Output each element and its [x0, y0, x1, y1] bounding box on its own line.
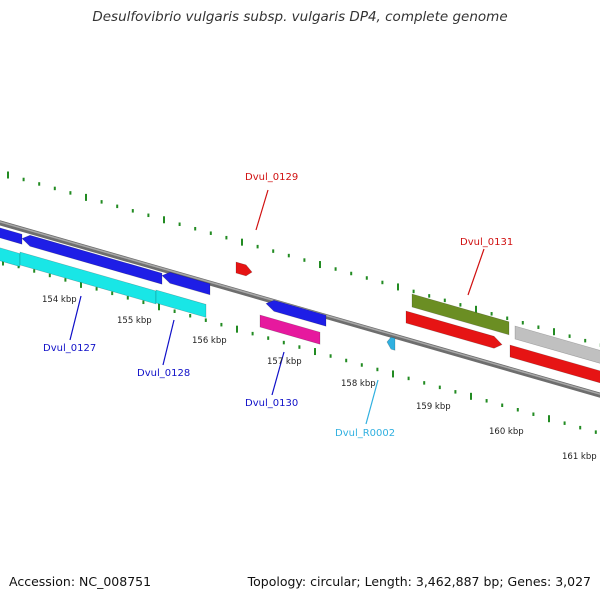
gene-right-gray: [514, 325, 600, 364]
scale-label: 158 kbp: [341, 379, 376, 389]
gene-dvul-0129-arrow: [235, 261, 253, 277]
scale-label: 155 kbp: [117, 316, 152, 326]
scale-label: 161 kbp: [562, 452, 597, 462]
connector-dvul-0128: [162, 319, 175, 366]
scale-label: 159 kbp: [416, 402, 451, 412]
gene-dvul-0127-arrow: [21, 234, 163, 285]
scale-label: 160 kbp: [489, 427, 524, 437]
page-title: Desulfovibrio vulgaris subsp. vulgaris D…: [92, 9, 508, 25]
scale-label: 156 kbp: [192, 336, 227, 346]
gene-dvul-0131-arrow: [411, 293, 510, 336]
gene-label-dvul-r0002[interactable]: Dvul_R0002: [335, 428, 395, 439]
gene-right-red: [509, 344, 600, 384]
connector-dvul-0130: [271, 351, 285, 396]
gene-cyan-0127: [19, 251, 157, 305]
topology-text: Topology: circular; Length: 3,462,887 bp…: [247, 574, 591, 589]
connector-dvul-r0002: [365, 379, 379, 425]
accession-text: Accession: NC_008751: [9, 574, 152, 589]
gene-dvul-0130-magenta: [259, 314, 321, 345]
gene-label-dvul-0129[interactable]: Dvul_0129: [245, 172, 298, 183]
gene-label-dvul-0128[interactable]: Dvul_0128: [137, 368, 190, 379]
scale-label: 157 kbp: [267, 357, 302, 367]
scale-labels: 154 kbp 155 kbp 156 kbp 157 kbp 158 kbp 159 k…: [42, 295, 597, 462]
gene-dvul-0130-arrow: [265, 299, 327, 327]
upper-tick-ring: [7, 171, 600, 347]
connector-dvul-0129: [255, 189, 269, 231]
gene-dvul-0131-red: [405, 310, 503, 349]
gene-label-dvul-0130[interactable]: Dvul_0130: [245, 398, 298, 409]
gene-features: [0, 227, 600, 384]
connector-dvul-0131: [467, 248, 485, 296]
gene-dvul-0126-arrow: [0, 227, 23, 245]
gene-cyan-left: [0, 247, 21, 267]
connector-dvul-0127: [69, 295, 82, 341]
label-connectors: [69, 189, 485, 425]
gene-dvul-0128-arrow: [161, 271, 211, 296]
scale-label: 154 kbp: [42, 295, 77, 305]
gene-label-dvul-0131[interactable]: Dvul_0131: [460, 237, 513, 248]
gene-label-dvul-0127[interactable]: Dvul_0127: [43, 343, 96, 354]
gene-dvul-r0002-arrow: [386, 336, 396, 351]
gene-cyan-0128: [155, 289, 207, 318]
gene-labels: Dvul_0127 Dvul_0128 Dvul_0129 Dvul_0130 Dvul…: [43, 172, 513, 439]
